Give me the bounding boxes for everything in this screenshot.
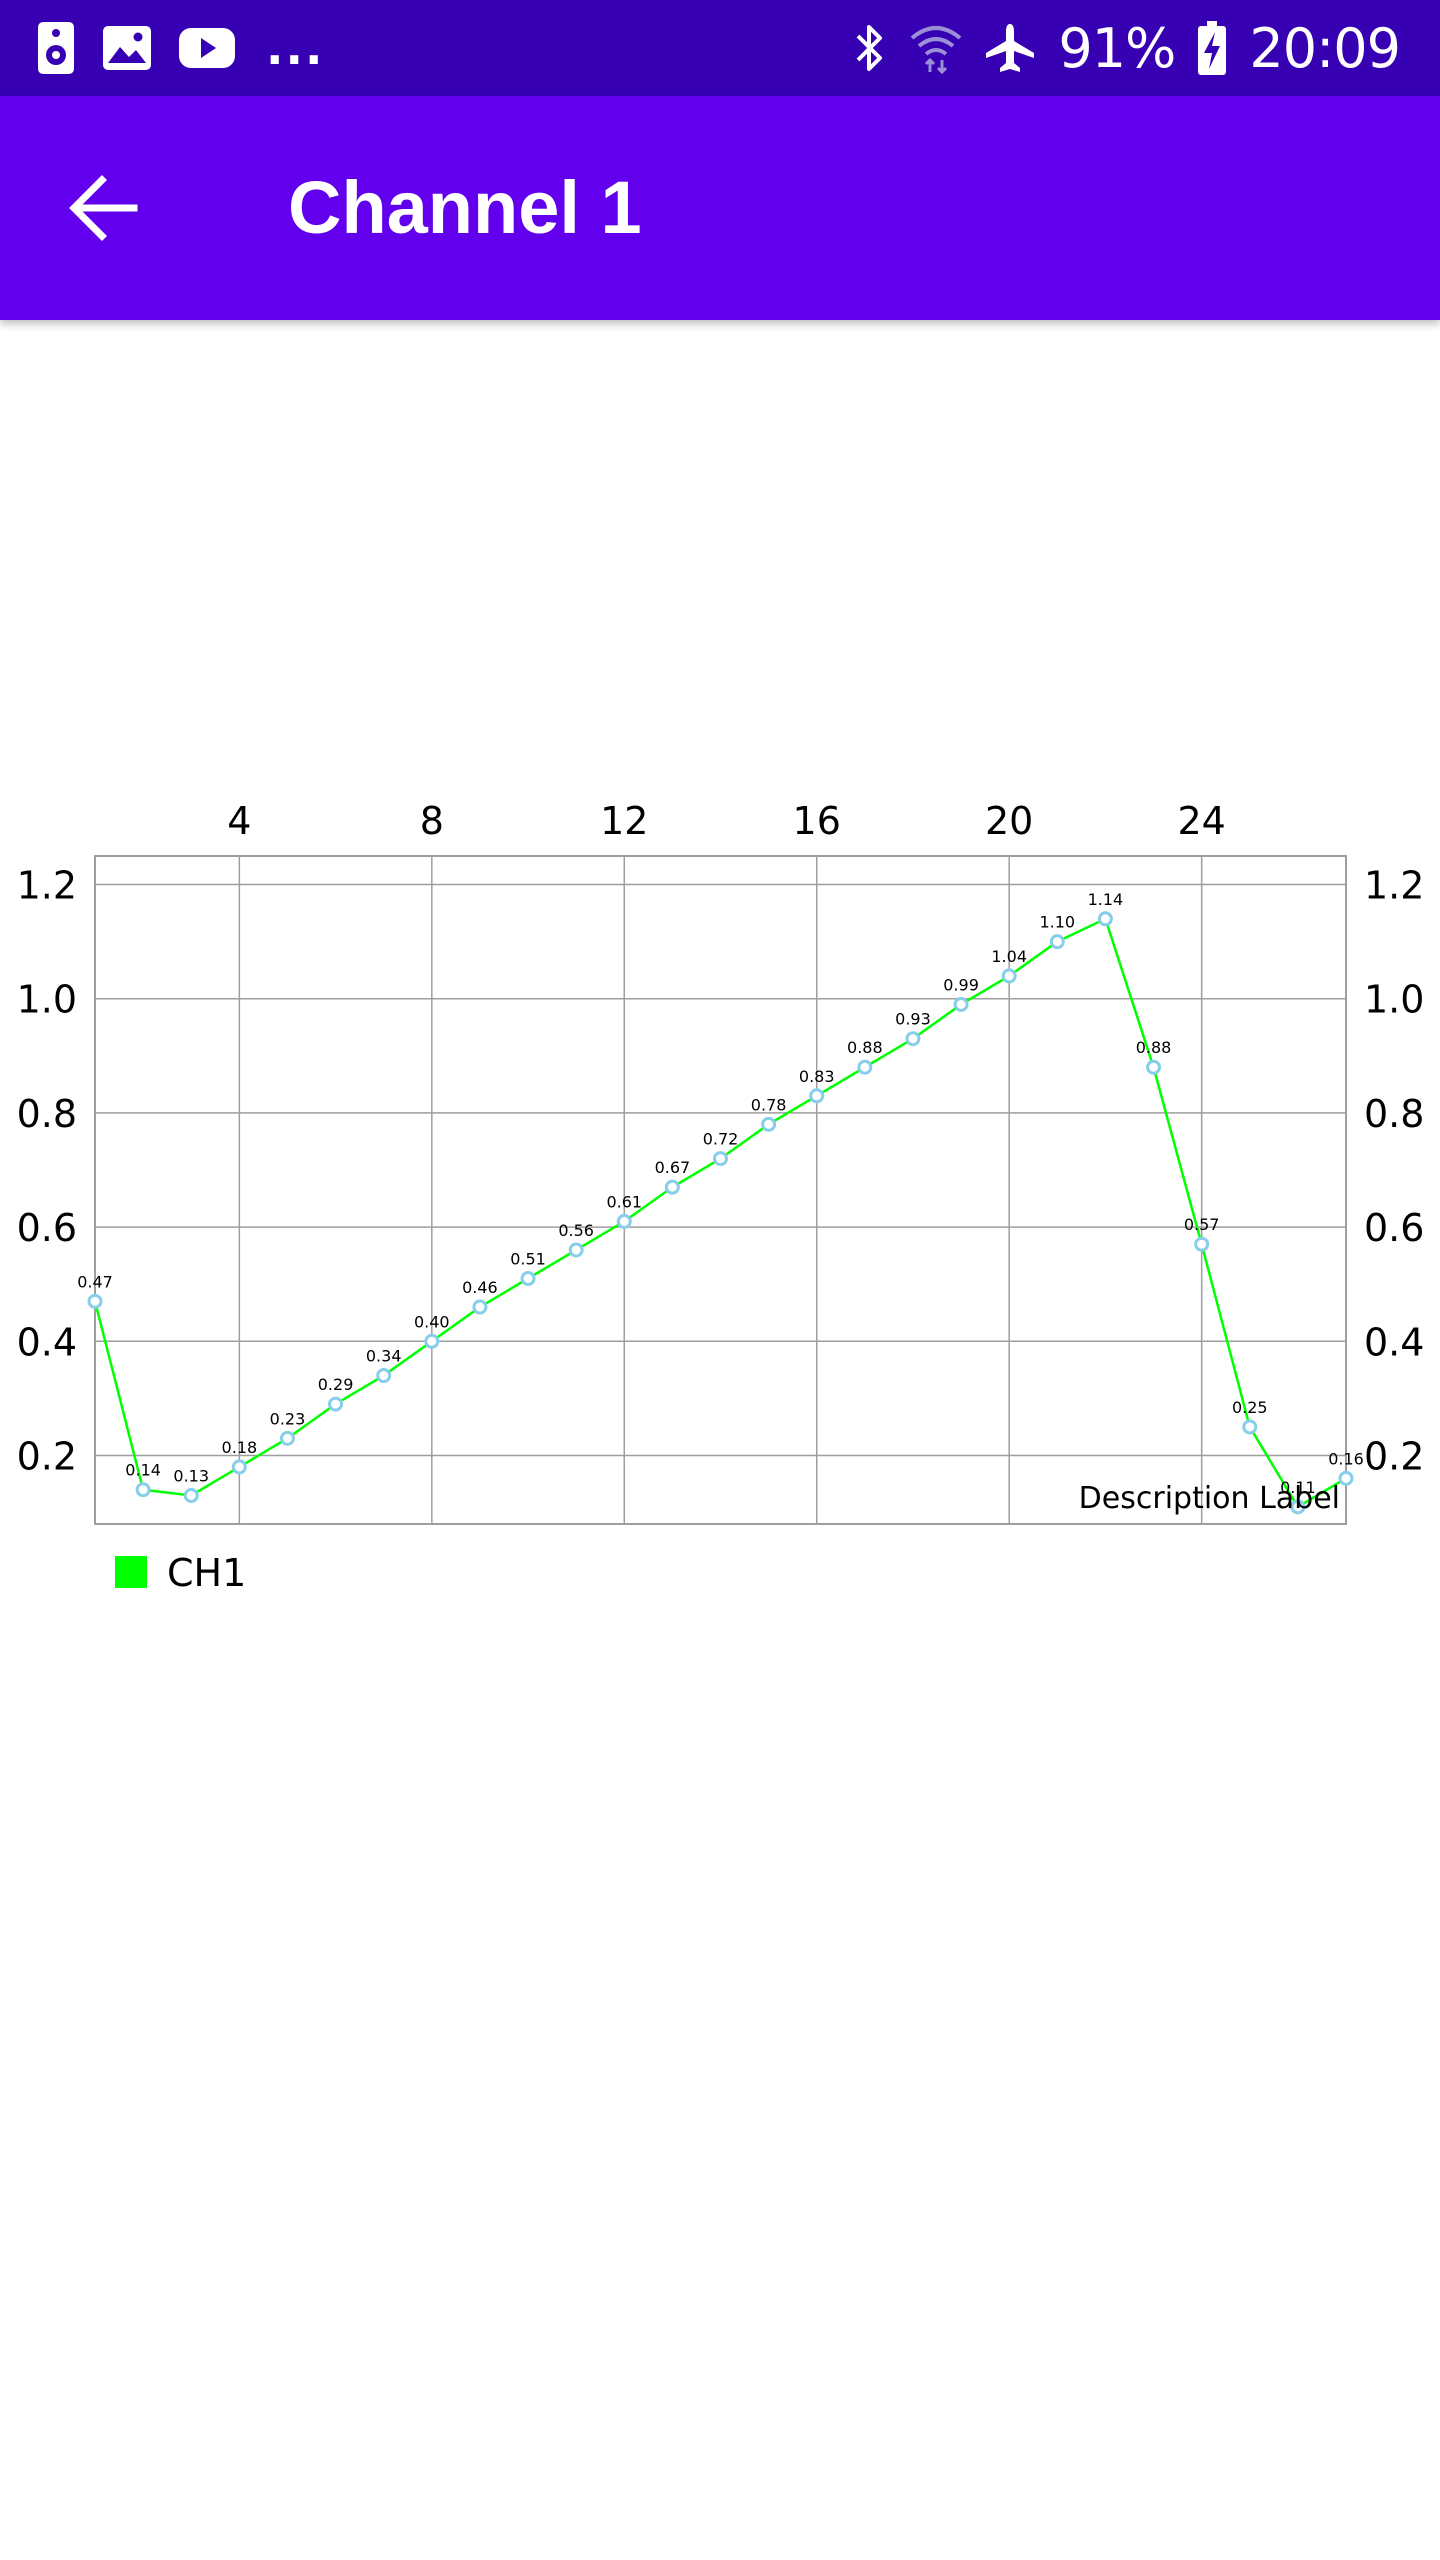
data-label: 0.40 bbox=[414, 1312, 450, 1331]
y-tick-label-right: 0.8 bbox=[1364, 1092, 1424, 1136]
data-point bbox=[761, 1116, 777, 1132]
data-label: 0.25 bbox=[1232, 1398, 1268, 1417]
data-label: 0.56 bbox=[558, 1221, 594, 1240]
y-tick-label-right: 1.2 bbox=[1364, 864, 1424, 908]
data-point bbox=[424, 1333, 440, 1349]
status-right-icons: 91% 20:09 bbox=[852, 0, 1401, 96]
data-label: 0.13 bbox=[173, 1466, 209, 1485]
data-point bbox=[376, 1368, 392, 1384]
y-tick-label-right: 0.6 bbox=[1364, 1206, 1424, 1250]
data-point bbox=[857, 1059, 873, 1075]
data-point bbox=[1146, 1059, 1162, 1075]
y-tick-label-left: 0.4 bbox=[17, 1320, 77, 1364]
plot-frame bbox=[94, 855, 1347, 1525]
data-label: 0.57 bbox=[1184, 1215, 1220, 1234]
data-point bbox=[520, 1270, 536, 1286]
y-tick-label-left: 1.0 bbox=[17, 978, 77, 1022]
data-label: 0.83 bbox=[799, 1067, 835, 1086]
data-label: 1.10 bbox=[1039, 913, 1075, 932]
y-tick-label-left: 0.8 bbox=[17, 1092, 77, 1136]
y-tick-label-right: 0.2 bbox=[1364, 1434, 1424, 1478]
data-point bbox=[1242, 1419, 1258, 1435]
chart-description: Description Label bbox=[1079, 1481, 1340, 1516]
data-label: 0.11 bbox=[1280, 1478, 1316, 1497]
x-tick-label: 16 bbox=[793, 799, 841, 843]
back-button[interactable] bbox=[44, 148, 164, 268]
status-overflow: ... bbox=[266, 21, 325, 75]
data-label: 0.93 bbox=[895, 1010, 931, 1029]
data-point bbox=[568, 1242, 584, 1258]
legend-label-ch1: CH1 bbox=[167, 1551, 246, 1595]
y-tick-label-right: 0.4 bbox=[1364, 1320, 1424, 1364]
data-label: 0.78 bbox=[751, 1095, 787, 1114]
data-point bbox=[328, 1396, 344, 1412]
data-point bbox=[1290, 1499, 1306, 1515]
data-point bbox=[1338, 1470, 1354, 1486]
data-label: 1.14 bbox=[1088, 890, 1124, 909]
page-title: Channel 1 bbox=[288, 166, 642, 249]
speaker-icon bbox=[38, 22, 74, 74]
airplane-icon bbox=[986, 24, 1035, 72]
image-icon bbox=[103, 26, 151, 70]
x-tick-label: 12 bbox=[600, 799, 648, 843]
data-point bbox=[279, 1430, 295, 1446]
data-point bbox=[1001, 968, 1017, 984]
x-tick-label: 24 bbox=[1177, 799, 1225, 843]
data-point bbox=[1049, 934, 1065, 950]
data-label: 0.34 bbox=[366, 1347, 402, 1366]
data-point bbox=[1097, 911, 1113, 927]
data-point bbox=[135, 1482, 151, 1498]
y-tick-label-left: 0.6 bbox=[17, 1206, 77, 1250]
arrow-back-icon bbox=[69, 175, 138, 241]
data-point bbox=[953, 996, 969, 1012]
data-point bbox=[472, 1299, 488, 1315]
battery-percent: 91% bbox=[1058, 16, 1176, 80]
data-point bbox=[905, 1031, 921, 1047]
data-point bbox=[713, 1151, 728, 1167]
data-label: 0.29 bbox=[318, 1375, 354, 1394]
status-bar: ... 91% 20:09 bbox=[0, 0, 1440, 96]
data-label: 0.47 bbox=[77, 1272, 113, 1291]
data-label: 0.72 bbox=[703, 1130, 739, 1149]
data-point bbox=[183, 1487, 199, 1503]
data-label: 0.88 bbox=[847, 1038, 883, 1057]
clock: 20:09 bbox=[1249, 16, 1401, 80]
youtube-icon bbox=[179, 28, 235, 68]
data-label: 0.51 bbox=[510, 1249, 546, 1268]
line-chart[interactable]: 4 8 12 16 20 24 0.2 0.2 0.4 0.4 0.6 0.6 0.8 0.8 1.0 1.0… bbox=[0, 780, 1440, 1600]
data-label: 0.23 bbox=[270, 1409, 306, 1428]
y-tick-label-left: 1.2 bbox=[17, 864, 77, 908]
x-tick-label: 20 bbox=[985, 799, 1033, 843]
data-label: 0.88 bbox=[1136, 1038, 1172, 1057]
data-label: 0.67 bbox=[655, 1158, 691, 1177]
x-tick-label: 4 bbox=[227, 799, 251, 843]
bluetooth-icon bbox=[856, 25, 883, 71]
legend-swatch-ch1 bbox=[115, 1556, 147, 1588]
data-point bbox=[87, 1293, 103, 1309]
data-label: 0.61 bbox=[606, 1192, 642, 1211]
data-label: 1.04 bbox=[991, 947, 1027, 966]
battery-charging-icon bbox=[1198, 21, 1227, 75]
data-point bbox=[809, 1088, 825, 1104]
data-label: 0.14 bbox=[125, 1461, 161, 1480]
data-label: 0.46 bbox=[462, 1278, 498, 1297]
status-left-icons: ... bbox=[36, 0, 324, 96]
data-point bbox=[1194, 1236, 1210, 1252]
y-tick-label-right: 1.0 bbox=[1364, 978, 1424, 1022]
data-point bbox=[664, 1179, 680, 1195]
app-bar: Channel 1 bbox=[0, 96, 1440, 320]
data-label: 0.99 bbox=[943, 975, 979, 994]
y-tick-label-left: 0.2 bbox=[17, 1434, 77, 1478]
data-label: 0.18 bbox=[222, 1438, 258, 1457]
wifi-icon bbox=[911, 26, 962, 74]
data-point bbox=[231, 1459, 247, 1475]
data-label: 0.16 bbox=[1328, 1449, 1364, 1468]
x-tick-label: 8 bbox=[420, 799, 444, 843]
chart-svg[interactable]: 4 8 12 16 20 24 0.2 0.2 0.4 0.4 0.6 0.6 0.8 0.8 1.0 1.0… bbox=[0, 780, 1440, 1600]
data-point bbox=[616, 1213, 632, 1229]
